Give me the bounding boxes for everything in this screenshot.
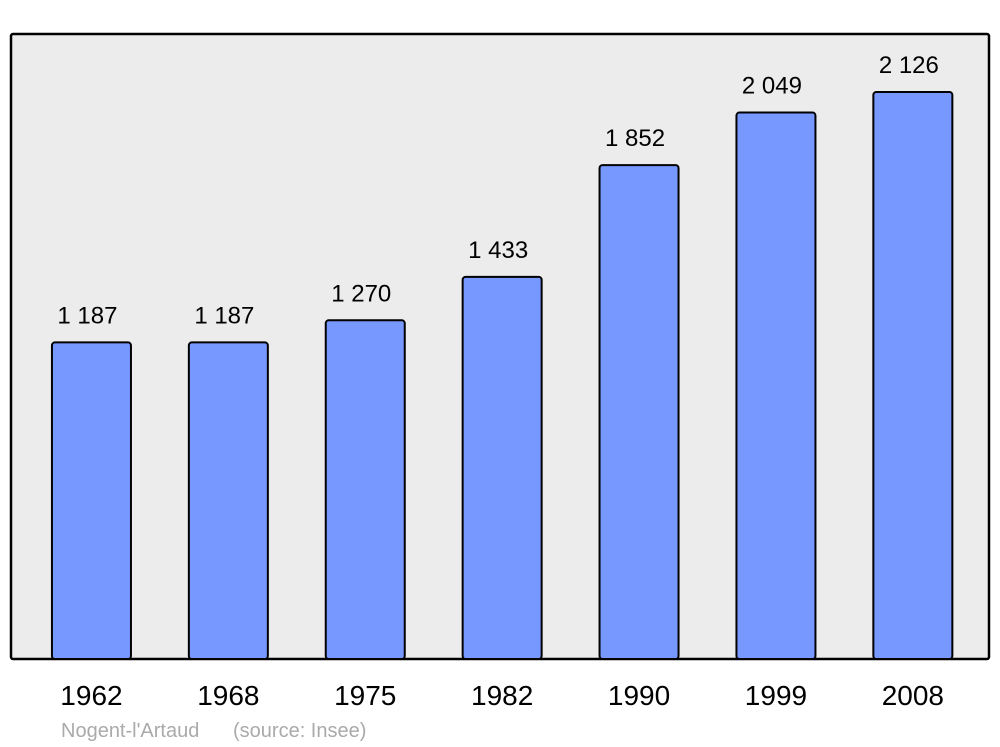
x-tick-label: 2008 <box>882 680 944 711</box>
value-label: 1 187 <box>194 302 254 329</box>
place-note: Nogent-l'Artaud <box>61 720 199 742</box>
x-tick-label: 1999 <box>745 680 807 711</box>
x-tick-label: 1982 <box>471 680 533 711</box>
bar <box>187 341 269 660</box>
bar <box>735 111 817 660</box>
x-tick-label: 1975 <box>334 680 396 711</box>
value-label: 1 270 <box>331 280 391 307</box>
x-tick-label: 1962 <box>60 680 122 711</box>
value-label: 2 126 <box>879 52 939 79</box>
source-note: (source: Insee) <box>233 720 366 742</box>
value-label: 1 852 <box>605 125 665 152</box>
value-label: 2 049 <box>742 73 802 100</box>
x-tick-label: 1990 <box>608 680 670 711</box>
bar <box>598 164 680 660</box>
bar <box>872 91 954 660</box>
bar <box>324 319 406 660</box>
value-label: 1 187 <box>57 302 117 329</box>
bar <box>50 341 132 660</box>
bar <box>461 275 543 660</box>
x-tick-label: 1968 <box>197 680 259 711</box>
value-label: 1 433 <box>468 237 528 264</box>
